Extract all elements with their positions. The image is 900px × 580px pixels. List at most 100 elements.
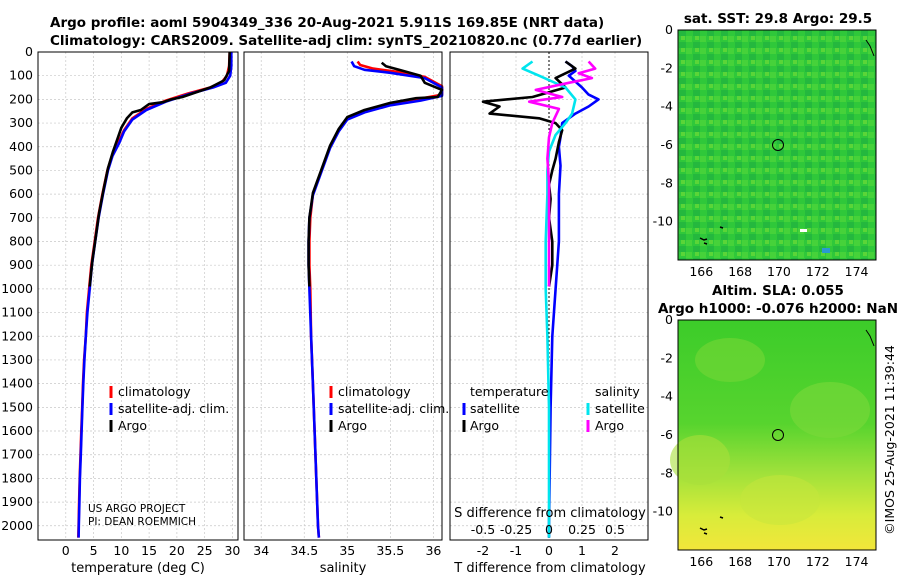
legend-salinity: climatology satellite-adj. clim. Argo	[329, 384, 449, 433]
legend-label: Argo	[595, 418, 624, 433]
x-tick-label: 10	[113, 543, 129, 558]
sst-map-title: sat. SST: 29.8 Argo: 29.5	[684, 11, 872, 27]
map-x-tick-label: 174	[845, 264, 869, 279]
legend-title: temperature	[470, 384, 549, 399]
panel-difference: -2 -1 0 1 2 -0.5 -0.25 0 0.25 0.5 S difference f…	[449, 51, 649, 576]
x-tick-label: 2	[611, 543, 619, 558]
y-tick-label: 1500	[1, 399, 33, 414]
map-x-tick-label: 166	[689, 554, 713, 569]
y-tick-label: 1000	[1, 281, 33, 296]
series-line-s-argo	[527, 60, 597, 287]
legend-label: Argo	[470, 418, 499, 433]
legend-label: climatology	[338, 384, 411, 399]
series-salinity	[307, 60, 444, 538]
sla-map-title-line1: Altim. SLA: 0.055	[712, 283, 844, 299]
map-x-tick-label: 170	[767, 264, 791, 279]
y-tick-label: 1700	[1, 447, 33, 462]
x-tick-label: 30	[224, 543, 240, 558]
s-tick-label: -0.25	[500, 522, 532, 537]
s-tick-label: -0.5	[471, 522, 495, 537]
x-tick-label: 35	[339, 543, 355, 558]
profile-marker	[772, 429, 784, 441]
x-ticks-salinity: 34 34.5 35 35.5 36	[253, 543, 441, 558]
credit-line2: PI: DEAN ROEMMICH	[88, 516, 196, 528]
xlabel-t-difference: T difference from climatology	[453, 561, 646, 576]
series-line-s-satellite	[521, 60, 577, 538]
y-tick-label: 1100	[1, 305, 33, 320]
main-title-line1: Argo profile: aoml 5904349_336 20-Aug-20…	[50, 15, 604, 31]
xlabel-temperature: temperature (deg C)	[71, 561, 205, 576]
x-tick-label: -1	[510, 543, 522, 558]
x-tick-label: 25	[197, 543, 213, 558]
y-tick-label: 1800	[1, 470, 33, 485]
timestamp: ©IMOS 25-Aug-2021 11:39:44	[882, 345, 897, 535]
map-x-tick-label: 168	[728, 554, 752, 569]
x-tick-label: 0	[545, 543, 553, 558]
map-y-tick-label: -4	[661, 389, 674, 404]
x-tick-label: 34.5	[290, 543, 318, 558]
map-x-tick-label: 172	[806, 264, 830, 279]
map-x-tick-label: 166	[689, 264, 713, 279]
legend-title: salinity	[595, 384, 640, 399]
map-x-tick-label: 168	[728, 264, 752, 279]
series-difference	[481, 60, 600, 538]
x-tick-label: -2	[477, 543, 489, 558]
legend-label: Argo	[338, 418, 367, 433]
s-tick-label: 0.5	[605, 522, 625, 537]
x-tick-label: 0	[62, 543, 70, 558]
y-tick-label: 1200	[1, 328, 33, 343]
panel-salinity: 34 34.5 35 35.5 36 salinity climatology sate…	[243, 51, 449, 576]
x-tick-label: 20	[169, 543, 185, 558]
xlabel-s-difference: S difference from climatology	[454, 506, 646, 521]
xlabel-salinity: salinity	[320, 561, 367, 576]
s-tick-label: 0	[545, 522, 553, 537]
depth-axis-ticks: 0 100 200 300 400 500 600 700 800 900 1000 1100 1200…	[1, 44, 33, 533]
map-y-tick-label: -6	[661, 137, 674, 152]
map-y-tick-label: 0	[665, 312, 673, 327]
legend-temperature: climatology satellite-adj. clim. Argo	[109, 384, 229, 433]
y-tick-label: 1300	[1, 352, 33, 367]
legend-label: Argo	[118, 418, 147, 433]
map-sst: sat. SST: 29.8 Argo: 29.5 166 168 170 172 17…	[653, 11, 877, 279]
x-ticks-salinity-difference: -0.5 -0.25 0 0.25 0.5	[471, 522, 625, 537]
sla-map-title-line2: Argo h1000: -0.076 h2000: NaN	[658, 301, 898, 317]
grid-difference	[450, 51, 648, 540]
y-tick-label: 200	[9, 91, 33, 106]
y-tick-label: 300	[9, 115, 33, 130]
series-line-argo	[88, 51, 231, 287]
grid-salinity	[244, 51, 442, 540]
y-tick-label: 900	[9, 257, 33, 272]
map-x-tick-label: 174	[845, 554, 869, 569]
main-title-line2: Climatology: CARS2009. Satellite-adj cli…	[50, 33, 642, 49]
legend-label: satellite	[470, 401, 520, 416]
sla-map-ticks: 166 168 170 172 174 0 -2 -4 -6 -8 -10	[653, 312, 869, 569]
series-line-argo	[307, 61, 444, 287]
map-y-tick-label: -8	[661, 465, 674, 480]
legend-label: satellite	[595, 401, 645, 416]
y-tick-label: 700	[9, 210, 33, 225]
x-tick-label: 36	[425, 543, 441, 558]
legend-label: climatology	[118, 384, 191, 399]
map-x-tick-label: 172	[806, 554, 830, 569]
map-y-tick-label: -4	[661, 99, 674, 114]
legend-label: satellite-adj. clim.	[338, 401, 449, 416]
x-tick-label: 34	[253, 543, 269, 558]
sst-map-ticks: 166 168 170 172 174 0 -2 -4 -6 -8 -10	[653, 22, 869, 279]
x-tick-label: 15	[141, 543, 157, 558]
x-tick-label: 35.5	[376, 543, 404, 558]
profile-marker	[772, 139, 784, 151]
panel-temperature: 0100200300400500600700800900100011001200…	[1, 44, 240, 576]
s-tick-label: 0.25	[568, 522, 596, 537]
x-tick-label: 1	[578, 543, 586, 558]
y-tick-label: 600	[9, 186, 33, 201]
legend-label: satellite-adj. clim.	[118, 401, 229, 416]
map-y-tick-label: -6	[661, 427, 674, 442]
y-tick-label: 500	[9, 162, 33, 177]
y-tick-label: 400	[9, 139, 33, 154]
y-tick-label: 1600	[1, 423, 33, 438]
map-sla: Altim. SLA: 0.055 Argo h1000: -0.076 h20…	[653, 283, 898, 569]
y-tick-label: 800	[9, 234, 33, 249]
x-ticks-difference: -2 -1 0 1 2	[477, 543, 619, 558]
y-tick-label: 0	[25, 44, 33, 59]
